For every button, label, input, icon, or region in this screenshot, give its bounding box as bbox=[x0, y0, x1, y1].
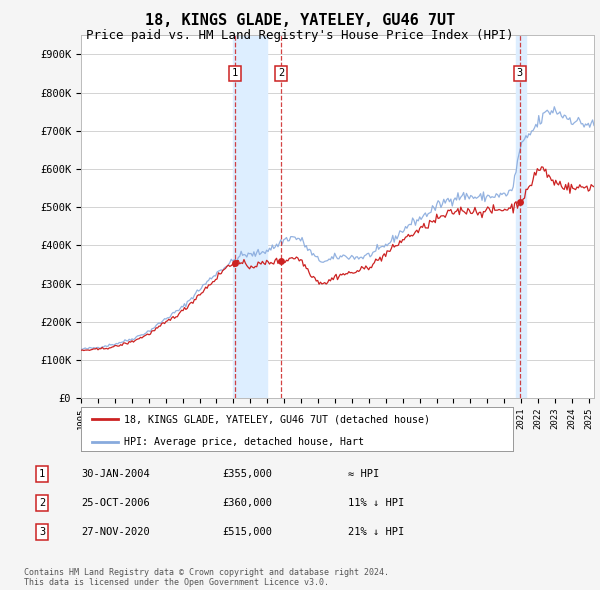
Text: 2: 2 bbox=[39, 498, 45, 507]
Text: 30-JAN-2004: 30-JAN-2004 bbox=[81, 469, 150, 478]
Text: 18, KINGS GLADE, YATELEY, GU46 7UT: 18, KINGS GLADE, YATELEY, GU46 7UT bbox=[145, 13, 455, 28]
Text: 21% ↓ HPI: 21% ↓ HPI bbox=[348, 527, 404, 536]
Text: 11% ↓ HPI: 11% ↓ HPI bbox=[348, 498, 404, 507]
Text: £515,000: £515,000 bbox=[222, 527, 272, 536]
Text: 25-OCT-2006: 25-OCT-2006 bbox=[81, 498, 150, 507]
Text: 1: 1 bbox=[39, 469, 45, 478]
Text: ≈ HPI: ≈ HPI bbox=[348, 469, 379, 478]
Text: Contains HM Land Registry data © Crown copyright and database right 2024.
This d: Contains HM Land Registry data © Crown c… bbox=[24, 568, 389, 587]
Text: 3: 3 bbox=[39, 527, 45, 536]
Text: 2: 2 bbox=[278, 68, 284, 78]
Text: £360,000: £360,000 bbox=[222, 498, 272, 507]
Text: HPI: Average price, detached house, Hart: HPI: Average price, detached house, Hart bbox=[124, 437, 364, 447]
Text: 27-NOV-2020: 27-NOV-2020 bbox=[81, 527, 150, 536]
Text: 3: 3 bbox=[517, 68, 523, 78]
Bar bbox=[516, 35, 526, 398]
Bar bbox=[233, 35, 267, 398]
Text: 18, KINGS GLADE, YATELEY, GU46 7UT (detached house): 18, KINGS GLADE, YATELEY, GU46 7UT (deta… bbox=[124, 415, 430, 424]
Text: £355,000: £355,000 bbox=[222, 469, 272, 478]
Text: 1: 1 bbox=[232, 68, 238, 78]
Text: Price paid vs. HM Land Registry's House Price Index (HPI): Price paid vs. HM Land Registry's House … bbox=[86, 29, 514, 42]
